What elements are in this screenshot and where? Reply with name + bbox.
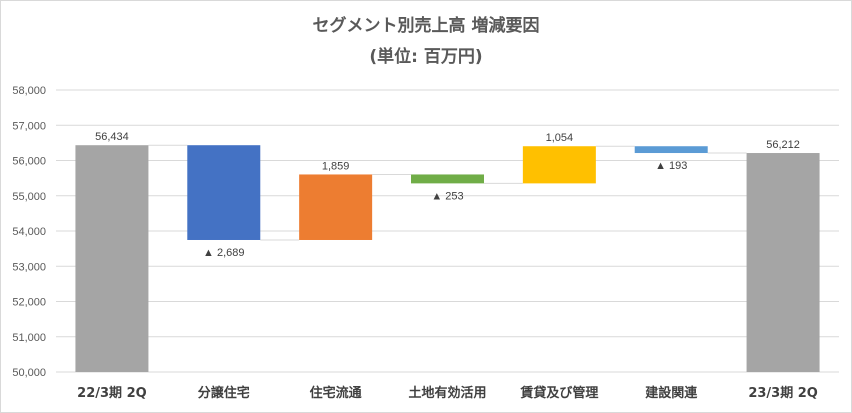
data-label: 56,434 [95, 131, 129, 143]
bar-5 [522, 146, 596, 184]
bars [75, 145, 820, 372]
x-category-label: 賃貸及び管理 [519, 385, 598, 401]
chart-subtitle: (単位: 百万円) [369, 46, 482, 67]
data-label: 56,212 [766, 139, 800, 151]
x-category-label: 土地有効活用 [408, 385, 486, 401]
data-label: 1,859 [322, 160, 350, 172]
y-tick-label: 50,000 [12, 367, 46, 379]
gridlines [56, 89, 839, 373]
data-label: ▲ 193 [655, 160, 687, 172]
x-category-label: 23/3期 2Q [748, 386, 818, 401]
data-labels: 56,434 ▲ 2,689 1,859 ▲ 253 1,054 ▲ 193 56,212 [95, 131, 800, 259]
data-label: ▲ 253 [431, 190, 463, 202]
bar-6 [634, 146, 708, 154]
y-tick-label: 58,000 [12, 85, 46, 97]
y-tick-label: 55,000 [12, 191, 46, 203]
data-label: ▲ 2,689 [203, 247, 244, 259]
bar-7 [746, 153, 820, 372]
x-category-label: 分譲住宅 [198, 385, 250, 401]
x-category-label: 住宅流通 [310, 385, 362, 401]
y-tick-label: 51,000 [12, 332, 46, 344]
chart-title: セグメント別売上高 増減要因 [313, 15, 540, 36]
y-axis: 50,000 51,000 52,000 53,000 54,000 55,000 56,0… [12, 85, 46, 379]
y-tick-label: 56,000 [12, 156, 46, 168]
y-tick-label: 57,000 [12, 120, 46, 132]
bar-4 [411, 174, 484, 184]
x-axis: 22/3期 2Q 分譲住宅 住宅流通 土地有効活用 賃貸及び管理 建設関連 23/3期 2Q [77, 385, 818, 401]
connectors [148, 144, 747, 241]
y-tick-label: 54,000 [12, 226, 46, 238]
y-tick-label: 53,000 [12, 261, 46, 273]
y-tick-label: 52,000 [12, 297, 46, 309]
x-category-label: 建設関連 [645, 385, 698, 401]
bar-1 [75, 145, 149, 372]
bar-3 [299, 174, 373, 240]
bar-2 [187, 145, 261, 240]
x-category-label: 22/3期 2Q [77, 386, 147, 401]
data-label: 1,054 [546, 132, 574, 144]
